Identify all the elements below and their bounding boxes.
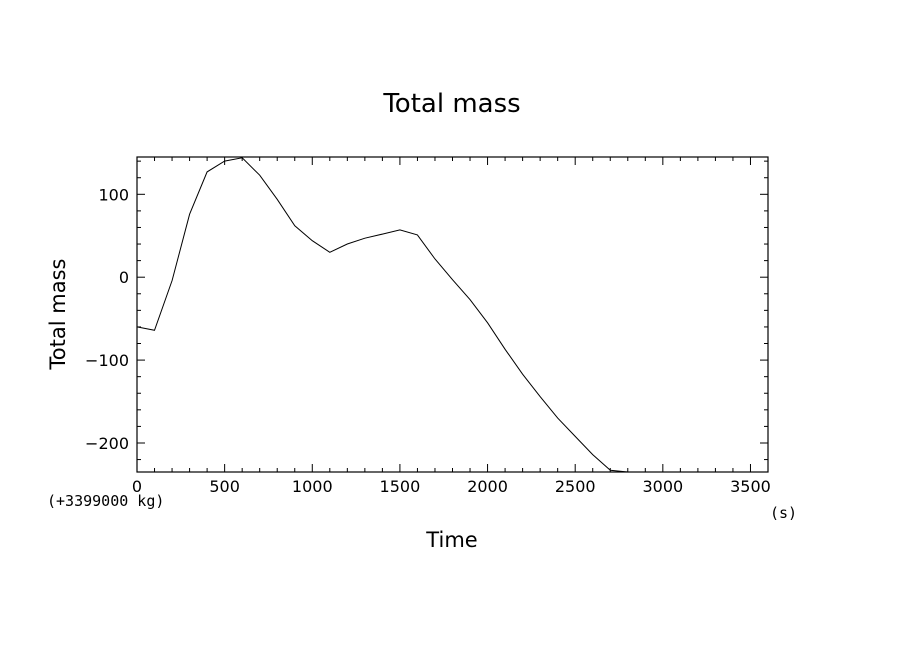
y-tick-label: −200 [85, 434, 129, 453]
y-tick-label: 100 [98, 185, 129, 204]
y-tick-labels: −200 −100 0 100 [85, 185, 129, 453]
x-tick-label: 3000 [642, 477, 683, 496]
x-tick-label: 2500 [555, 477, 596, 496]
y-tick-label: 0 [119, 268, 129, 287]
x-tick-label: 1000 [292, 477, 333, 496]
chart-title: Total mass [382, 89, 520, 119]
x-tick-label: 500 [209, 477, 240, 496]
major-ticks [136, 157, 768, 472]
x-unit-label: (s) [770, 504, 797, 522]
x-tick-label: 1500 [380, 477, 421, 496]
plot-area: 0 500 1000 1500 2000 2500 3000 3500 −200 −100 0 10… [85, 156, 771, 496]
y-axis-label: Total mass [46, 259, 70, 371]
plot-frame [136, 156, 769, 473]
x-axis-label: Time [425, 528, 477, 552]
y-tick-label: −100 [85, 351, 129, 370]
minor-ticks [137, 157, 769, 472]
y-offset-label: (+3399000 kg) [47, 492, 164, 510]
x-tick-label: 2000 [467, 477, 508, 496]
x-tick-label: 0 [132, 477, 142, 496]
series-line-total-mass [136, 157, 768, 473]
x-tick-labels: 0 500 1000 1500 2000 2500 3000 3500 [132, 477, 771, 496]
x-tick-label: 3500 [730, 477, 771, 496]
